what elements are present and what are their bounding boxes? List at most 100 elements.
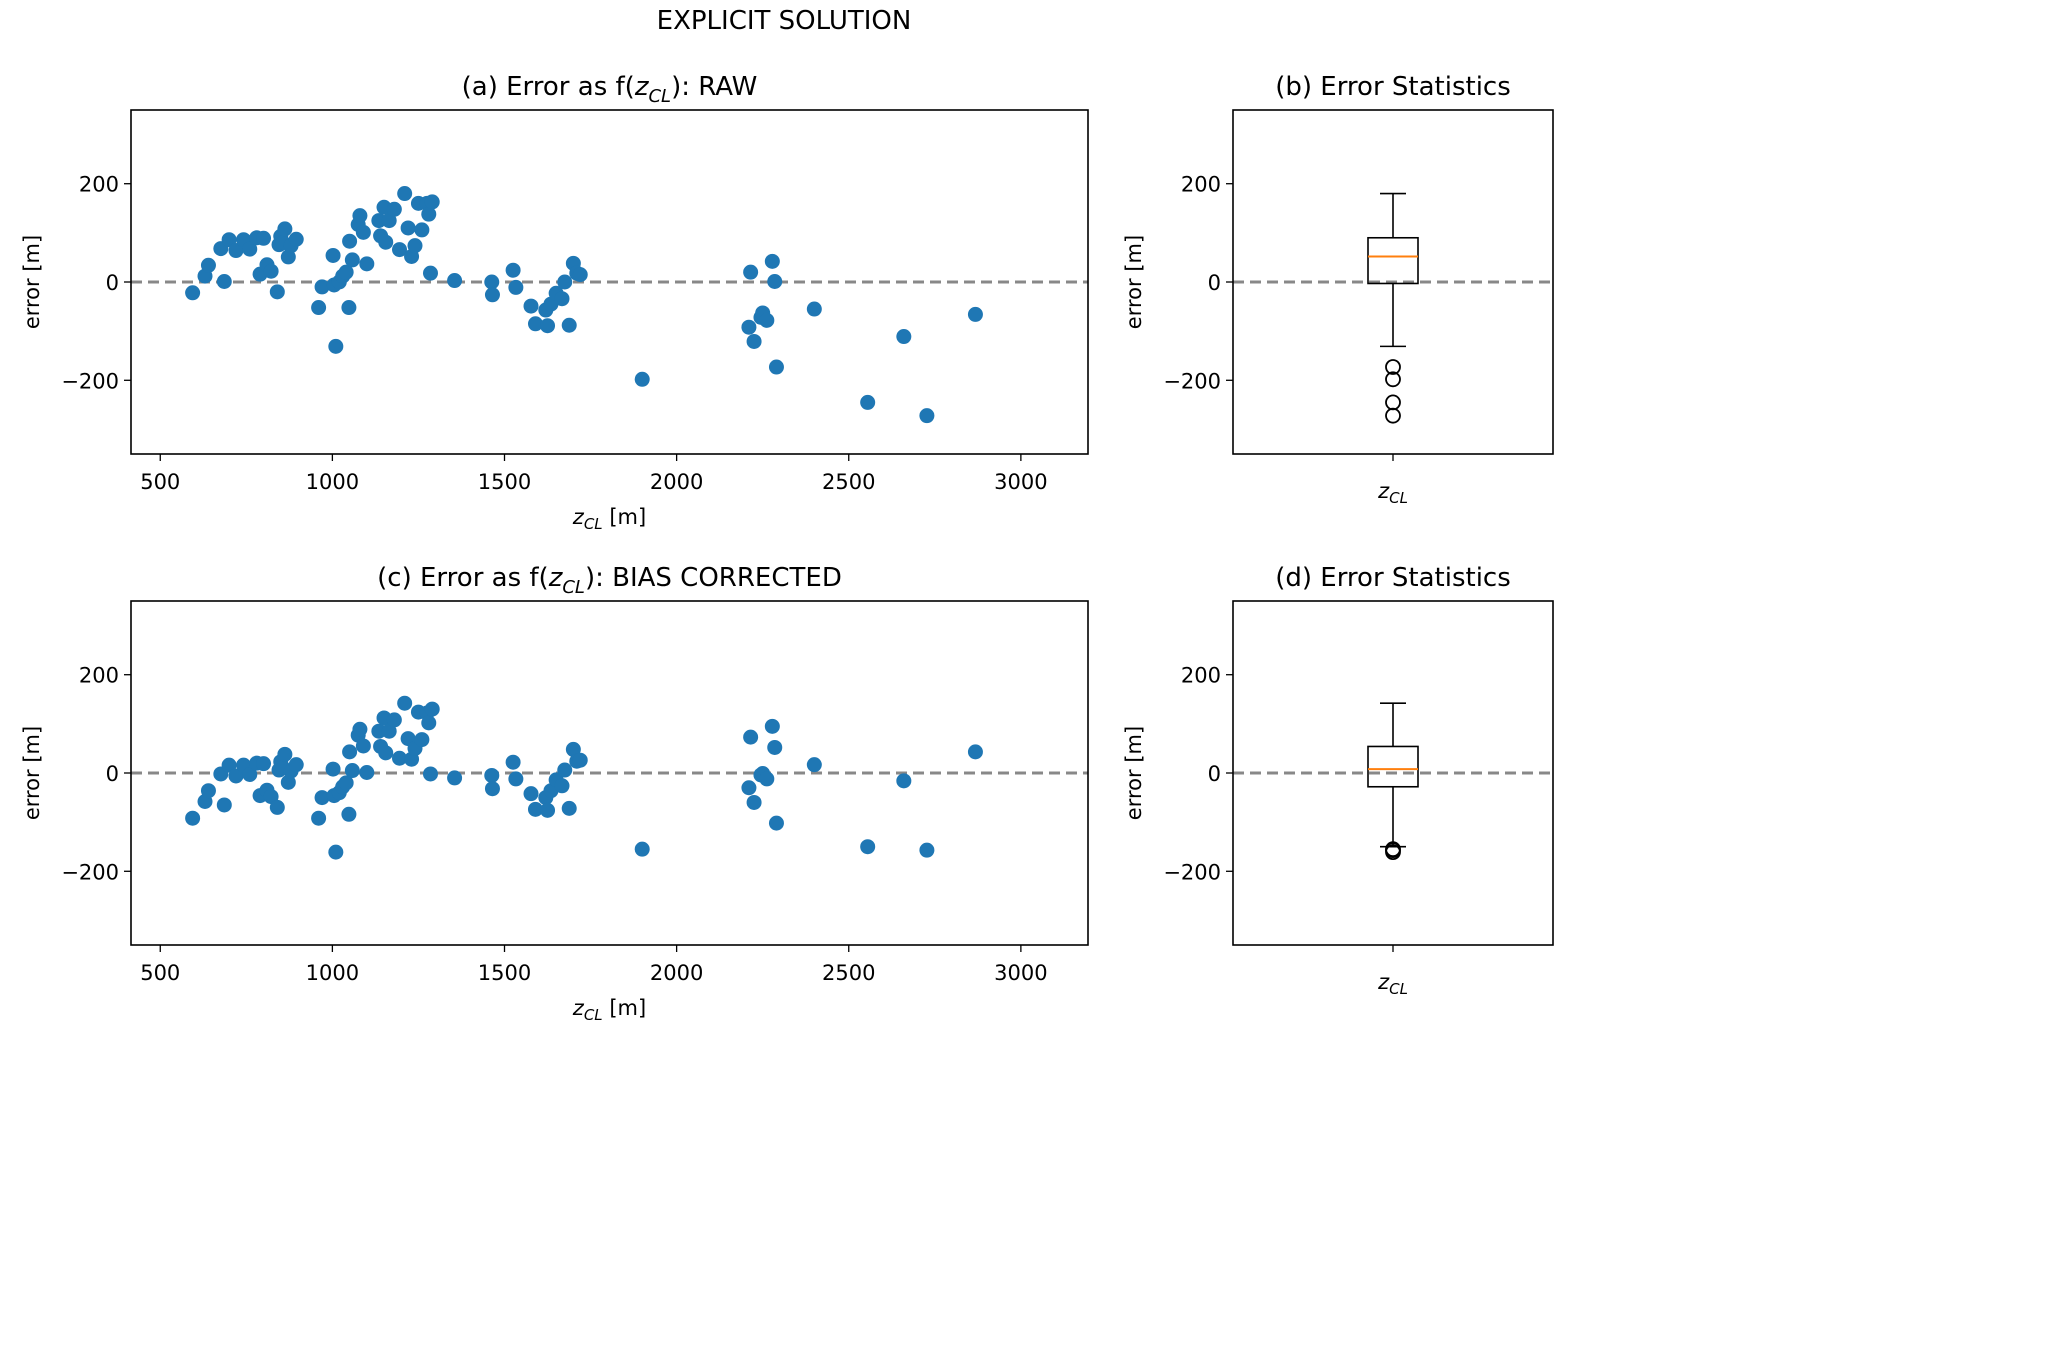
data-point xyxy=(338,264,354,280)
data-point xyxy=(554,778,570,794)
data-point xyxy=(381,723,397,739)
x-tick-label: 3000 xyxy=(994,961,1047,985)
data-point xyxy=(280,774,296,790)
data-point xyxy=(557,762,573,778)
data-point xyxy=(200,783,216,799)
data-point xyxy=(634,841,650,857)
data-point xyxy=(508,279,524,295)
data-point xyxy=(338,775,354,791)
data-point xyxy=(397,695,413,711)
data-point xyxy=(743,264,759,280)
y-axis-label: error [m] xyxy=(1122,726,1146,820)
x-tick-label: 3000 xyxy=(994,470,1047,494)
data-point xyxy=(269,799,285,815)
data-point xyxy=(342,233,358,249)
y-axis-label: error [m] xyxy=(20,726,44,820)
data-point xyxy=(572,752,588,768)
data-point xyxy=(561,800,577,816)
figure: EXPLICIT SOLUTION −200 0 200 error [m] 500 10… xyxy=(20,6,1554,1024)
data-point xyxy=(392,242,408,258)
data-point xyxy=(447,770,463,786)
data-point xyxy=(414,222,430,238)
data-point xyxy=(540,802,556,818)
x-tick-label: 2500 xyxy=(822,470,875,494)
data-point xyxy=(256,230,272,246)
interquartile-box xyxy=(1367,745,1419,788)
data-point xyxy=(860,839,876,855)
data-point xyxy=(314,790,330,806)
data-point xyxy=(484,781,500,797)
data-point xyxy=(341,806,357,822)
data-point xyxy=(355,738,371,754)
y-tick-label: −200 xyxy=(61,369,119,393)
y-tick-label: −200 xyxy=(61,860,119,884)
data-point xyxy=(221,232,237,248)
data-point xyxy=(759,771,775,787)
data-point xyxy=(242,766,258,782)
x-tick-label: 2000 xyxy=(650,470,703,494)
data-point xyxy=(277,746,293,762)
data-point xyxy=(386,201,402,217)
data-point xyxy=(767,739,783,755)
panel-d: −200 0 200 error [m] (d) Error Statistics xyxy=(1122,563,1554,952)
x-tick-label: 2500 xyxy=(822,961,875,985)
data-point xyxy=(572,267,588,283)
outlier-point xyxy=(1385,407,1401,424)
data-point xyxy=(447,273,463,289)
outlier-point xyxy=(1385,359,1401,375)
y-tick-label: 200 xyxy=(79,664,119,688)
data-point xyxy=(919,842,935,858)
data-point xyxy=(764,718,780,734)
x-axis-label: zCL [m] xyxy=(572,505,646,533)
y-tick-label: −200 xyxy=(1163,860,1221,884)
x-tick-label: zCL xyxy=(1377,479,1408,507)
outlier-point xyxy=(1385,844,1401,861)
data-point xyxy=(484,274,500,290)
data-point xyxy=(397,186,413,202)
data-point xyxy=(325,761,341,777)
panel-title: (c) Error as f(zCL): BIAS CORRECTED xyxy=(377,563,842,598)
y-tick-label: 0 xyxy=(106,762,119,786)
data-point xyxy=(359,256,375,272)
x-axis-label: zCL [m] xyxy=(572,996,646,1024)
x-tick-label: 500 xyxy=(140,470,180,494)
data-point xyxy=(424,701,440,717)
data-point xyxy=(311,300,327,316)
x-tick-label: zCL xyxy=(1377,970,1408,998)
data-point xyxy=(523,786,539,802)
panel-title: (b) Error Statistics xyxy=(1275,72,1511,102)
data-point xyxy=(484,287,500,303)
data-point xyxy=(392,750,408,766)
data-point xyxy=(421,206,437,222)
data-point xyxy=(554,291,570,307)
y-tick-label: 200 xyxy=(1181,664,1221,688)
data-point xyxy=(743,729,759,745)
outlier-point xyxy=(1385,371,1401,388)
y-tick-label: 0 xyxy=(1208,762,1221,786)
axes-frame xyxy=(1232,109,1554,455)
data-point xyxy=(311,810,327,826)
data-point xyxy=(896,773,912,789)
data-point xyxy=(422,766,438,782)
data-point xyxy=(759,312,775,328)
data-point xyxy=(228,768,244,784)
data-point xyxy=(381,213,397,229)
interquartile-box xyxy=(1367,236,1419,285)
data-point xyxy=(221,757,237,773)
data-point xyxy=(967,306,983,322)
data-point xyxy=(806,757,822,773)
data-point xyxy=(806,301,822,317)
data-point xyxy=(634,371,650,387)
data-point xyxy=(344,763,360,779)
data-point xyxy=(746,333,762,349)
data-point xyxy=(505,262,521,278)
y-tick-label: −200 xyxy=(1163,369,1221,393)
data-point xyxy=(484,767,500,783)
data-point xyxy=(523,298,539,314)
data-point xyxy=(561,317,577,333)
data-point xyxy=(288,231,304,247)
data-point xyxy=(400,220,416,236)
data-point xyxy=(741,319,757,335)
data-point xyxy=(371,213,387,229)
